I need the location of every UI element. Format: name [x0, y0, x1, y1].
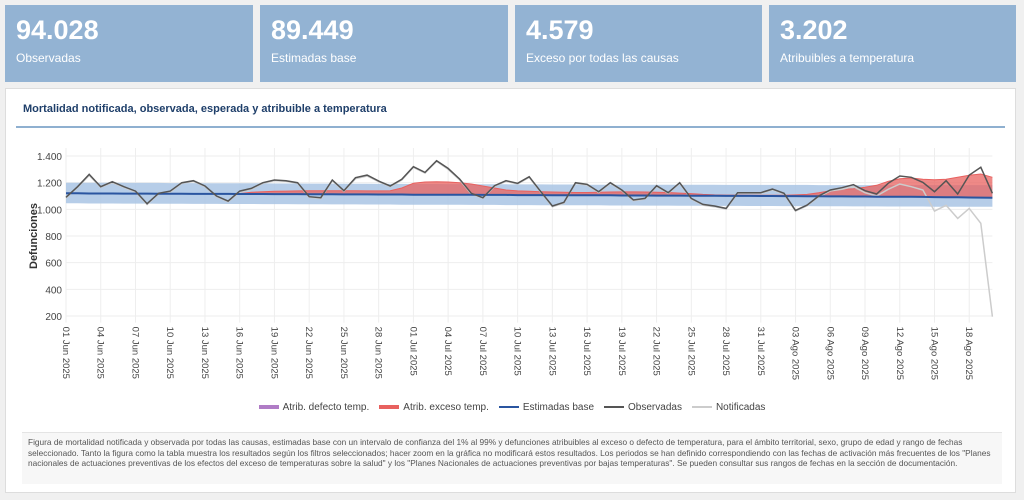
x-tick-label: 03 Ago 2025 [790, 327, 801, 380]
kpi-label: Atribuibles a temperatura [780, 51, 915, 65]
kpi-card-atribuibles: 3.202 Atribuibles a temperatura [769, 5, 1016, 82]
x-tick-label: 09 Ago 2025 [859, 327, 870, 380]
legend-swatch [691, 406, 712, 409]
kpi-label: Observadas [16, 51, 81, 65]
x-tick-label: 01 Jun 2025 [60, 327, 71, 379]
legend-swatch [258, 405, 279, 410]
y-axis-label: Defunciones [28, 203, 40, 269]
legend-label: Notificadas [715, 402, 766, 413]
chart-footnote: Figura de mortalidad notificada y observ… [22, 432, 1002, 484]
legend-label: Atrib. exceso temp. [403, 402, 489, 413]
kpi-label: Exceso por todas las causas [526, 51, 679, 65]
legend-item[interactable]: Atrib. exceso temp. [379, 402, 489, 413]
x-tick-label: 07 Jul 2025 [477, 327, 488, 376]
kpi-card-estimadas: 89.449 Estimadas base [260, 5, 508, 82]
x-tick-label: 16 Jun 2025 [234, 327, 245, 379]
x-tick-label: 31 Jul 2025 [755, 327, 766, 376]
excess-area [66, 174, 993, 198]
y-tick-label: 1.400 [37, 152, 62, 163]
x-tick-label: 25 Jul 2025 [685, 327, 696, 376]
x-tick-label: 19 Jun 2025 [268, 327, 279, 379]
mortality-chart[interactable]: 200 400 600 800 1.000 1.200 1.400 01 Jun 2025 04… [0, 140, 1024, 400]
kpi-label: Estimadas base [271, 51, 357, 65]
x-tick-label: 13 Jun 2025 [199, 327, 210, 379]
x-tick-label: 12 Ago 2025 [894, 327, 905, 380]
legend-swatch [498, 406, 519, 409]
x-tick-label: 28 Jun 2025 [373, 327, 384, 379]
legend-item[interactable]: Notificadas [691, 402, 766, 413]
x-tick-label: 28 Jul 2025 [720, 327, 731, 376]
x-tick-label: 25 Jun 2025 [338, 327, 349, 379]
x-tick-label: 13 Jul 2025 [546, 327, 557, 376]
legend-label: Atrib. defecto temp. [282, 402, 370, 413]
kpi-card-observadas: 94.028 Observadas [5, 5, 253, 82]
x-tick-label: 10 Jun 2025 [164, 327, 175, 379]
x-tick-label: 18 Ago 2025 [963, 327, 974, 380]
x-tick-label: 16 Jul 2025 [581, 327, 592, 376]
estimadas-base-line [66, 192, 993, 199]
legend-label: Estimadas base [522, 402, 595, 413]
y-tick-label: 200 [45, 312, 62, 323]
legend-swatch [379, 405, 400, 410]
observadas-line [65, 159, 994, 212]
legend-item[interactable]: Atrib. defecto temp. [258, 402, 370, 413]
chart-title: Mortalidad notificada, observada, espera… [23, 103, 387, 115]
y-tick-label: 800 [45, 232, 62, 243]
title-divider [16, 126, 1005, 128]
x-tick-label: 22 Jun 2025 [303, 327, 314, 379]
kpi-card-exceso: 4.579 Exceso por todas las causas [515, 5, 762, 82]
legend-label: Observadas [628, 402, 682, 413]
x-tick-label: 04 Jun 2025 [95, 327, 106, 379]
legend-swatch [604, 406, 625, 409]
x-tick-label: 04 Jul 2025 [442, 327, 453, 376]
x-tick-label: 19 Jul 2025 [616, 327, 627, 376]
kpi-value: 3.202 [780, 15, 848, 45]
x-tick-label: 15 Ago 2025 [929, 327, 940, 380]
legend-item[interactable]: Observadas [604, 402, 682, 413]
kpi-value: 89.449 [271, 15, 354, 45]
y-tick-label: 600 [45, 259, 62, 270]
legend-item[interactable]: Estimadas base [498, 402, 595, 413]
chart-legend: Atrib. defecto temp. Atrib. exceso temp. E… [0, 402, 1024, 413]
x-tick-label: 22 Jul 2025 [651, 327, 662, 376]
x-tick-label: 07 Jun 2025 [129, 327, 140, 379]
y-tick-label: 400 [45, 285, 62, 296]
y-tick-label: 1.000 [37, 205, 62, 216]
x-tick-label: 06 Ago 2025 [824, 327, 835, 380]
y-tick-label: 1.200 [37, 179, 62, 190]
kpi-value: 4.579 [526, 15, 594, 45]
kpi-value: 94.028 [16, 15, 99, 45]
x-tick-label: 10 Jul 2025 [512, 327, 523, 376]
x-tick-label: 01 Jul 2025 [407, 327, 418, 376]
